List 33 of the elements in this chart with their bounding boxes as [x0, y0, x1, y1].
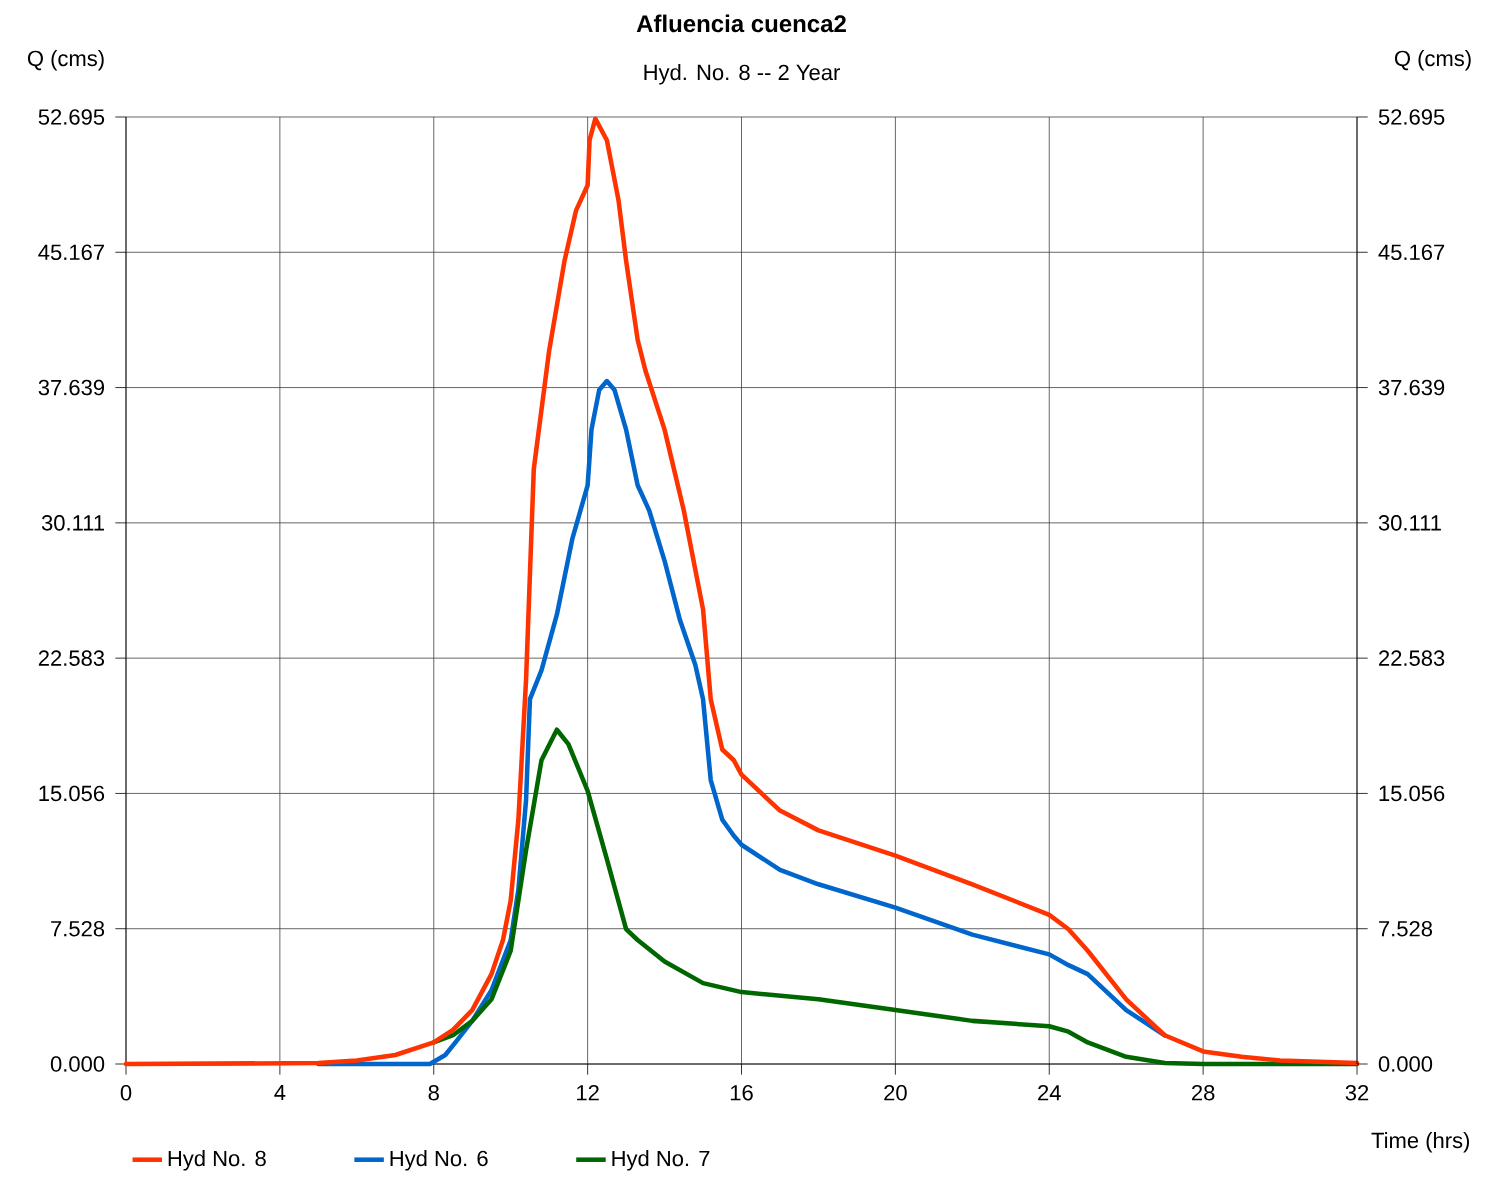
- y2-tick-label: 30.111: [1378, 515, 1441, 531]
- x-tick-label: 28: [1192, 1084, 1215, 1101]
- y-tick-label: 15.056: [39, 785, 105, 802]
- x-axis-title: Time (hrs): [1371, 1132, 1470, 1153]
- chart-subtitle: Hyd. No. 8 -- 2 Year: [644, 64, 840, 85]
- chart-title: Afluencia cuenca2: [636, 14, 846, 33]
- y-tick-label: 7.528: [51, 920, 105, 937]
- legend-label: Hyd No. 7: [612, 1150, 710, 1171]
- x-tick-label: 4: [274, 1084, 286, 1101]
- x-tick-label: 0: [120, 1084, 132, 1101]
- y-tick-label: 30.111: [41, 515, 104, 531]
- y-tick-label: 37.639: [38, 379, 105, 396]
- x-tick-label: 8: [428, 1084, 439, 1101]
- y2-tick-label: 0.000: [1378, 1056, 1433, 1072]
- y-tick-label: 45.167: [38, 244, 104, 261]
- x-tick-label: 12: [577, 1084, 599, 1101]
- y-tick-label: 0.000: [50, 1056, 105, 1072]
- y-axis-title: Q (cms): [27, 50, 104, 71]
- x-tick-label: 20: [884, 1084, 907, 1101]
- legend-label: Hyd No. 8: [168, 1150, 266, 1171]
- x-tick-label: 24: [1038, 1084, 1061, 1101]
- x-tick-label: 32: [1345, 1084, 1369, 1101]
- y2-tick-label: 7.528: [1379, 920, 1433, 937]
- y-tick-label: 52.695: [38, 109, 105, 125]
- y2-tick-label: 45.167: [1378, 244, 1445, 261]
- y2-tick-label: 22.583: [1379, 650, 1445, 666]
- y2-tick-label: 52.695: [1378, 109, 1445, 125]
- y-tick-label: 22.583: [38, 650, 105, 666]
- y2-axis-title: Q (cms): [1394, 50, 1471, 71]
- x-tick-label: 16: [730, 1084, 753, 1101]
- y2-tick-label: 15.056: [1379, 785, 1445, 802]
- y2-tick-label: 37.639: [1378, 379, 1445, 396]
- legend-label: Hyd No. 6: [390, 1150, 488, 1171]
